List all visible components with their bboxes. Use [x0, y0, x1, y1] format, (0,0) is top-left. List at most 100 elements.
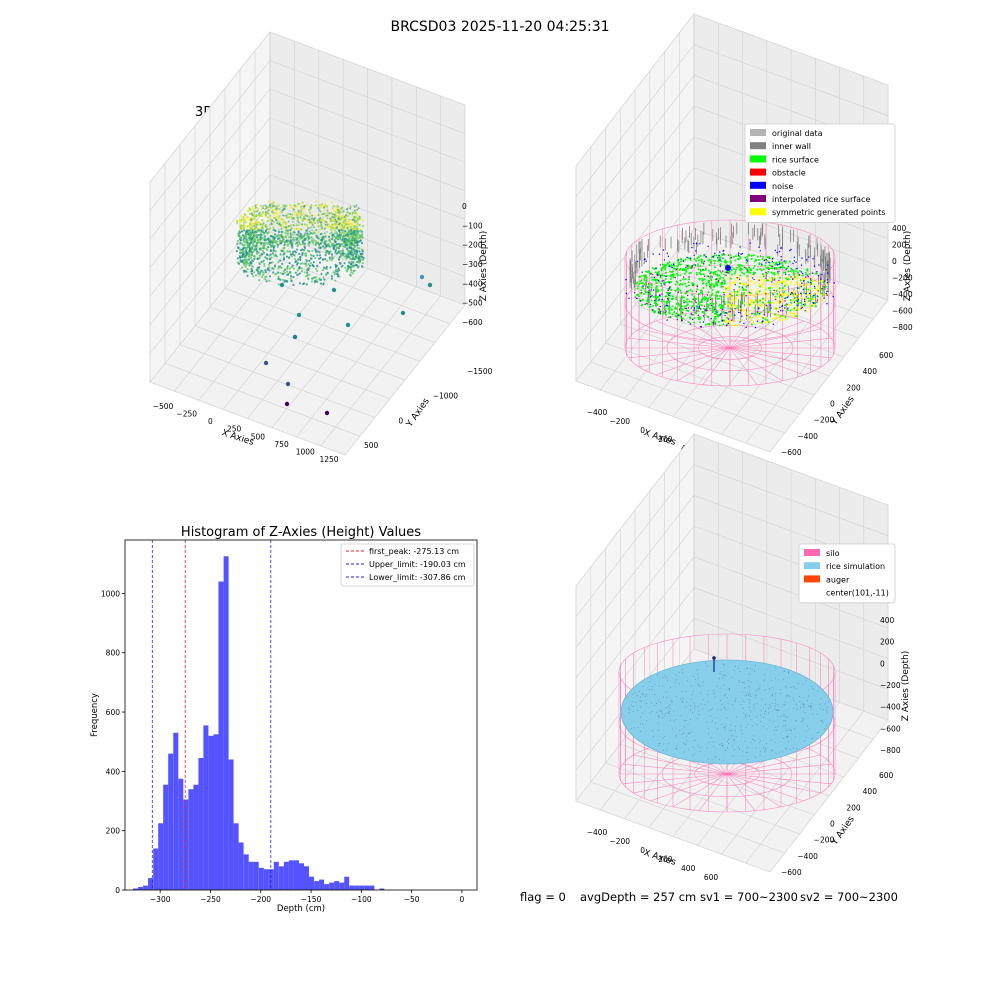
rice-surface-point	[712, 309, 715, 312]
rice-surface-point	[713, 262, 716, 265]
raw-point	[354, 232, 357, 235]
raw-point	[338, 210, 341, 212]
raw-point	[330, 231, 333, 234]
raw-point	[303, 223, 306, 226]
rice-surface-point	[784, 261, 787, 264]
raw-point	[239, 252, 242, 255]
raw-point	[330, 255, 333, 258]
interpolated-point	[821, 288, 823, 290]
rice-surface-point	[748, 303, 751, 306]
rice-mesh-point	[628, 712, 630, 714]
legend-swatch	[750, 181, 766, 189]
raw-point	[358, 215, 361, 218]
rice-surface-point	[649, 305, 652, 308]
rice-mesh-point	[640, 696, 642, 698]
silo-floor-spoke	[628, 347, 731, 359]
noise-point	[810, 281, 812, 284]
symmetric-point	[728, 312, 730, 315]
rice-surface-point	[756, 300, 759, 303]
rice-mesh-point	[683, 751, 685, 753]
raw-point	[346, 208, 349, 211]
symmetric-point	[724, 320, 727, 323]
raw-point	[312, 254, 315, 258]
rice-surface-point	[805, 288, 808, 290]
symmetric-point	[812, 289, 815, 291]
raw-point	[246, 274, 249, 277]
rice-surface-point	[714, 294, 717, 297]
rice-mesh-point	[642, 712, 643, 714]
z-axis-label: Z Axies (Depth)	[479, 231, 489, 302]
interpolated-point	[718, 280, 720, 282]
rice-surface-point	[689, 259, 692, 262]
rice-mesh-point	[810, 705, 812, 707]
rice-mesh-point	[722, 677, 724, 679]
raw-point	[333, 248, 336, 251]
raw-point	[253, 257, 256, 261]
rice-mesh-point	[765, 669, 767, 670]
rice-surface-point	[640, 304, 643, 307]
rice-mesh-point	[756, 716, 757, 718]
raw-point	[335, 214, 338, 217]
raw-point	[329, 258, 332, 261]
raw-point	[266, 267, 270, 270]
noise-point	[693, 254, 695, 256]
interpolated-point	[747, 284, 749, 287]
raw-point	[277, 218, 280, 221]
x-tick-label: 1000	[296, 447, 315, 456]
rice-mesh-point	[667, 706, 669, 707]
noise-point	[668, 294, 670, 296]
rice-mesh-point	[749, 694, 751, 696]
noise-point	[784, 273, 787, 275]
raw-point	[318, 261, 322, 264]
rice-surface-point	[729, 260, 732, 263]
rice-surface-point	[715, 302, 718, 305]
rice-mesh-point	[710, 715, 711, 717]
symmetric-point	[808, 287, 811, 290]
interpolated-point	[667, 289, 669, 292]
x-tick-label: −50	[404, 895, 420, 904]
raw-point	[352, 232, 355, 235]
symmetric-point	[784, 288, 787, 291]
symmetric-point	[732, 299, 735, 302]
rice-surface-point	[765, 272, 768, 275]
raw-point	[269, 249, 272, 252]
legend-swatch	[804, 575, 820, 583]
rice-mesh-point	[817, 690, 819, 692]
rice-mesh-point	[646, 702, 648, 704]
raw-point	[262, 207, 265, 210]
symmetric-point	[734, 324, 737, 327]
raw-point	[349, 205, 352, 207]
interpolated-point	[646, 286, 648, 288]
histogram-bar	[213, 734, 219, 890]
rice-surface-point	[740, 300, 743, 303]
raw-point	[308, 259, 311, 262]
raw-point	[359, 260, 362, 263]
raw-point	[246, 260, 249, 263]
raw-point	[307, 277, 310, 280]
rice-surface-point	[696, 257, 699, 260]
raw-point	[331, 213, 334, 216]
raw-point	[274, 234, 277, 237]
raw-point	[327, 235, 331, 238]
noise-point	[685, 307, 687, 309]
rice-mesh-point	[769, 719, 771, 721]
rice-surface-point	[719, 303, 722, 306]
raw-point	[330, 229, 333, 232]
rice-mesh-point	[696, 670, 698, 671]
rice-mesh-point	[710, 708, 712, 710]
rice-mesh-point	[675, 695, 677, 697]
raw-point	[306, 215, 309, 217]
symmetric-point	[779, 318, 782, 321]
rice-mesh-point	[658, 715, 659, 717]
rice-surface-point	[712, 302, 715, 305]
rice-surface-point	[657, 271, 660, 274]
raw-point	[245, 258, 248, 261]
silo-floor-spoke	[729, 347, 783, 382]
raw-point	[266, 212, 269, 215]
raw-point	[254, 236, 256, 239]
symmetric-point	[761, 286, 764, 289]
noise-point	[723, 253, 725, 255]
rice-mesh-point	[742, 750, 744, 752]
interpolated-point	[740, 309, 742, 311]
rice-surface-point	[694, 297, 697, 300]
